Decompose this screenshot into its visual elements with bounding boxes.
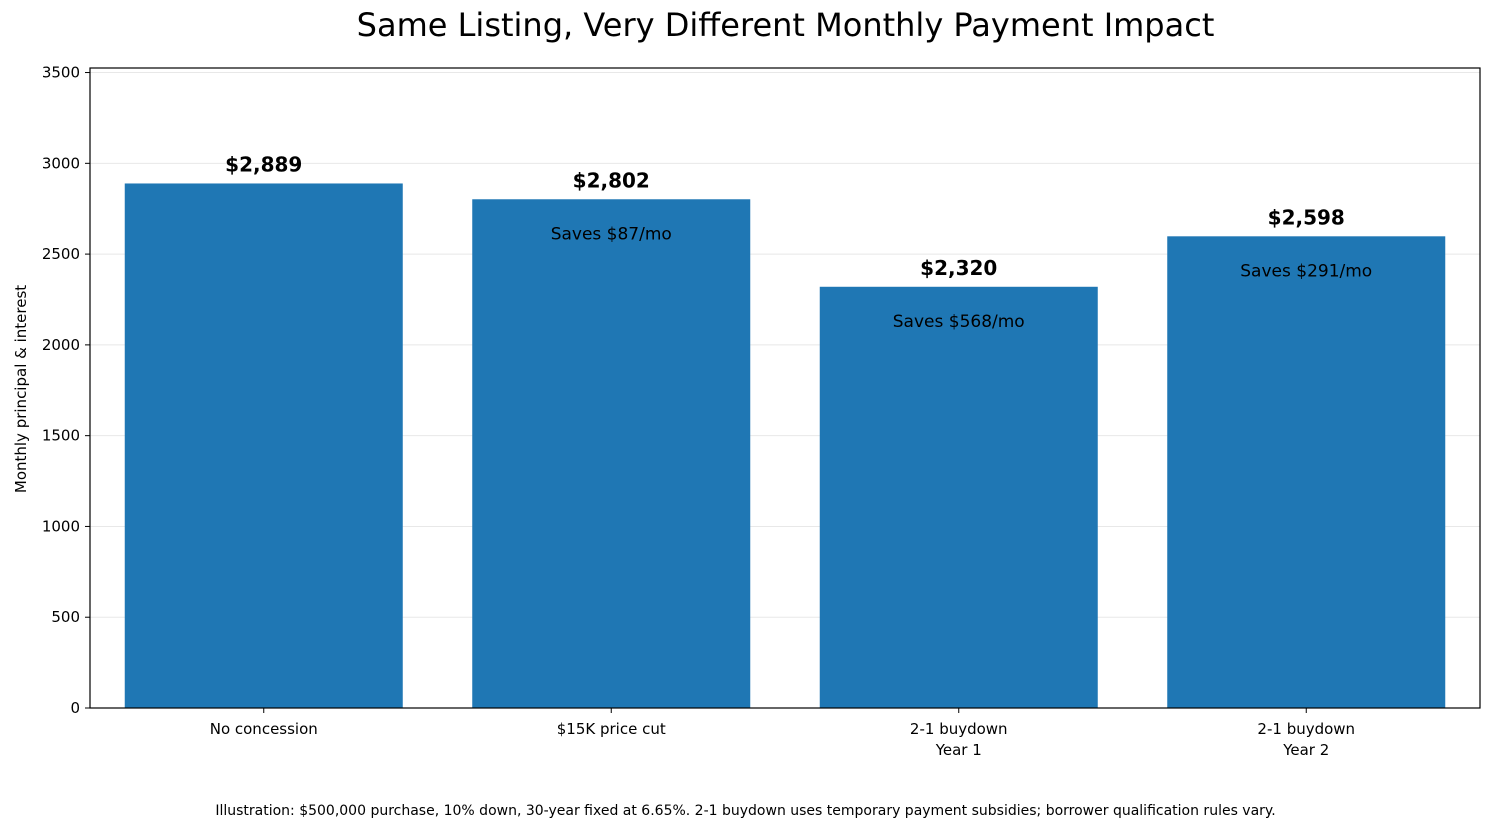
- y-tick-label: 0: [70, 699, 80, 717]
- y-tick-label: 1500: [42, 427, 80, 445]
- bar-value-label: $2,802: [573, 168, 650, 192]
- y-tick-label: 3500: [42, 64, 80, 82]
- bar-value-label: $2,320: [920, 256, 997, 280]
- bar: [124, 183, 403, 708]
- bar-value-label: $2,889: [225, 152, 302, 176]
- y-tick-label: 500: [51, 608, 80, 626]
- footnote: Illustration: $500,000 purchase, 10% dow…: [215, 803, 1276, 819]
- bar: [1167, 236, 1446, 708]
- bar-savings-label: Saves $87/mo: [551, 224, 672, 244]
- x-tick-label: 2-1 buydown: [1257, 720, 1355, 738]
- x-tick-label: Year 1: [935, 741, 982, 759]
- y-tick-label: 3000: [42, 154, 80, 172]
- x-tick-label: 2-1 buydown: [910, 720, 1008, 738]
- bar: [819, 286, 1098, 708]
- axes: 0 500 1000 1500 2000 2500 3000 3500 No concessio…: [42, 64, 1481, 759]
- bar-savings-label: Saves $291/mo: [1240, 261, 1372, 281]
- bar-savings-label: Saves $568/mo: [893, 312, 1025, 332]
- bar: [472, 199, 751, 709]
- plot-frame: [89, 67, 1481, 709]
- bar-labels: $2,889 $2,802 Saves $87/mo $2,320 Saves $568…: [225, 152, 1372, 331]
- y-tick-label: 1000: [42, 517, 80, 535]
- x-tick-label: No concession: [210, 720, 318, 738]
- bar-value-label: $2,598: [1268, 205, 1345, 229]
- x-tick-label: $15K price cut: [557, 720, 666, 738]
- chart-title: Same Listing, Very Different Monthly Pay…: [356, 6, 1215, 44]
- y-tick-label: 2500: [42, 245, 80, 263]
- y-tick-label: 2000: [42, 336, 80, 354]
- bars: [124, 183, 1446, 709]
- x-tick-label: Year 2: [1282, 741, 1329, 759]
- y-axis-label: Monthly principal & interest: [12, 285, 30, 493]
